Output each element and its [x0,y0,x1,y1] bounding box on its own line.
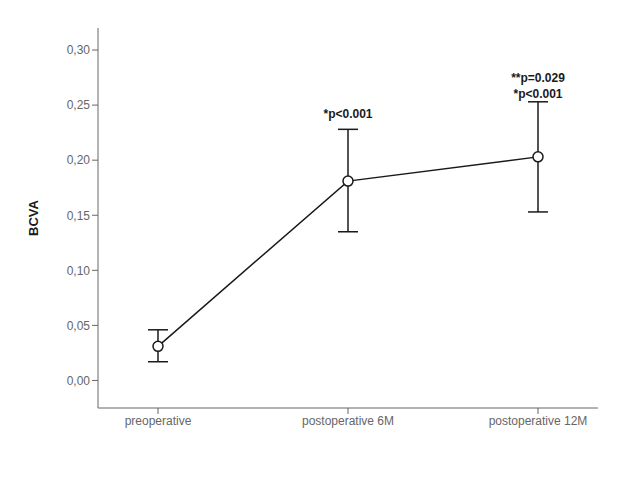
svg-text:BCVA: BCVA [26,199,41,235]
svg-text:0,00: 0,00 [67,374,91,388]
svg-text:*p<0.001: *p<0.001 [513,87,562,101]
svg-text:0,15: 0,15 [67,209,91,223]
svg-text:0,30: 0,30 [67,43,91,57]
svg-text:**p=0.029: **p=0.029 [511,71,565,85]
svg-text:0,05: 0,05 [67,319,91,333]
svg-text:*p<0.001: *p<0.001 [323,107,372,121]
svg-text:preoperative: preoperative [125,414,192,428]
svg-text:0,25: 0,25 [67,98,91,112]
svg-text:0,10: 0,10 [67,264,91,278]
svg-text:postoperative 12M: postoperative 12M [489,414,588,428]
svg-text:0,20: 0,20 [67,153,91,167]
svg-text:postoperative 6M: postoperative 6M [302,414,394,428]
